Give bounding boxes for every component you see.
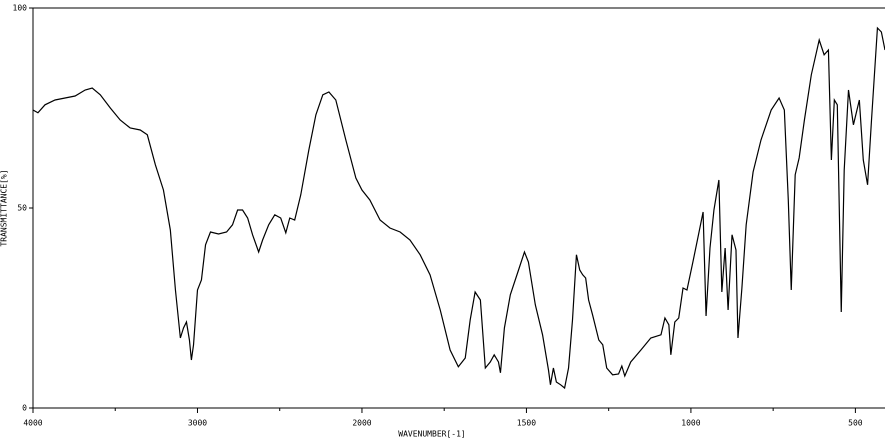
x-tick-label: 3000 bbox=[188, 419, 207, 428]
x-axis-label: WAVENUMBER[-1] bbox=[398, 430, 465, 439]
y-tick-label: 50 bbox=[17, 204, 27, 213]
x-tick-label: 500 bbox=[848, 419, 863, 428]
x-tick-label: 2000 bbox=[352, 419, 371, 428]
x-tick-label: 4000 bbox=[23, 419, 42, 428]
y-tick-label: 0 bbox=[22, 404, 27, 413]
spectrum-line bbox=[32, 26, 885, 390]
x-tick-label: 1000 bbox=[681, 419, 700, 428]
y-axis-label: TRANSMITTANCE[%] bbox=[0, 169, 9, 246]
y-tick-label: 100 bbox=[13, 4, 28, 13]
x-tick-label: 1500 bbox=[517, 419, 536, 428]
